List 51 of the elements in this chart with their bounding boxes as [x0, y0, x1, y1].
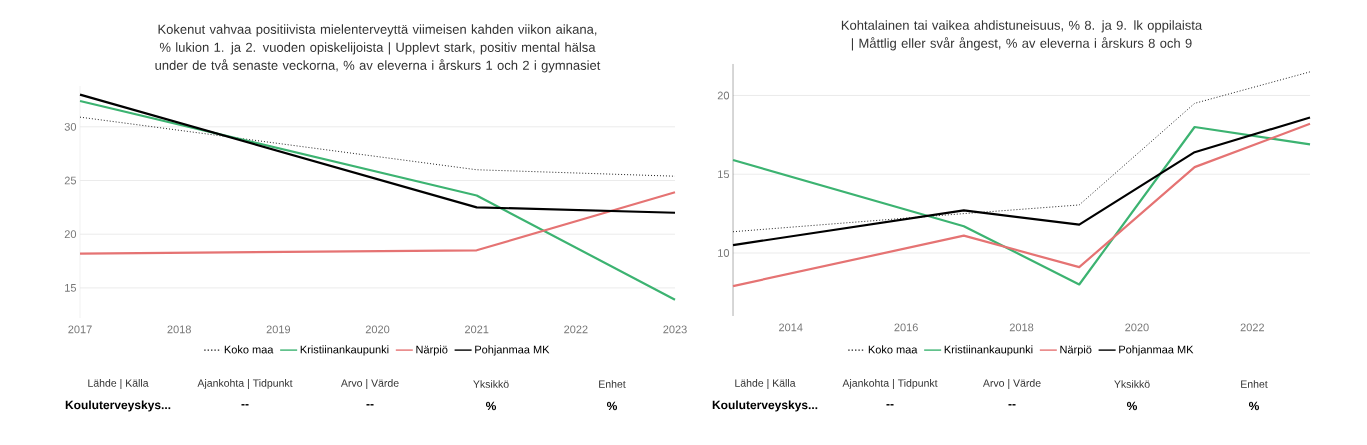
x-tick-label: 2017 [68, 325, 92, 334]
text: % [1248, 401, 1260, 411]
x-tick-label: 2020 [1125, 323, 1149, 332]
legend-label: Pohjanmaa MK [475, 345, 550, 356]
text: Arvo | Värde [982, 379, 1041, 389]
y-tick-label: 15 [718, 170, 730, 179]
y-tick-label: 30 [64, 122, 77, 131]
text: Lähde | Källa [88, 379, 149, 389]
text: Enhet [599, 380, 626, 388]
text: Enhet [1241, 380, 1268, 388]
text: -- [366, 404, 374, 406]
legend-label: Kristiinankaupunki [944, 345, 1033, 356]
y-tick-label: 10 [718, 249, 730, 257]
text: Ajankohta | Tidpunkt [197, 379, 293, 389]
line-series [731, 116, 1312, 247]
legend-label: Närpiö [1060, 345, 1092, 356]
chart-title: Kokenut vahvaa positiivista mielenterveyttä viimeisen kahden viikon aikana, % lukion 1. ja 2. vuoden opiskelijoista | Upplevt stark, positiv mental hälsa under de två senaste veckorna, % av eleverna i årskurs 1 och 2 i gymnasiet [155, 24, 601, 73]
text: -- [1008, 404, 1016, 406]
x-tick-label: 2023 [663, 325, 687, 334]
text: % [606, 401, 618, 411]
y-tick-label: 15 [65, 284, 77, 292]
text: -- [241, 404, 249, 406]
text: Arvo | Värde [340, 379, 399, 389]
text: % [1126, 401, 1138, 411]
x-tick-label: 2020 [365, 325, 390, 334]
text: Lähde | Källa [735, 379, 796, 389]
x-tick-label: 2016 [894, 323, 918, 332]
text: Kouluterveyskys... [712, 400, 818, 412]
x-tick-label: 2021 [464, 325, 489, 334]
text: -- [886, 404, 894, 406]
y-tick-label: 20 [64, 230, 77, 239]
text: Ajankohta | Tidpunkt [842, 379, 938, 389]
x-tick-label: 2022 [564, 325, 588, 334]
y-tick-label: 20 [717, 91, 730, 100]
x-tick-label: 2014 [779, 323, 803, 332]
line-series [732, 71, 1311, 233]
legend-label: Koko maa [224, 345, 274, 354]
x-tick-label: 2018 [167, 325, 191, 334]
y-tick-label: 25 [64, 176, 77, 185]
legend-label: Pohjanmaa MK [1119, 345, 1194, 356]
legend-label: Koko maa [868, 345, 918, 354]
text: Yksikkö [473, 380, 509, 388]
text: Kouluterveyskys... [65, 400, 171, 412]
x-tick-label: 2019 [266, 325, 291, 334]
legend-label: Närpiö [416, 345, 448, 356]
x-tick-label: 2018 [1009, 323, 1034, 332]
x-tick-label: 2022 [1240, 323, 1264, 332]
legend-label: Kristiinankaupunki [300, 345, 389, 356]
text: Yksikkö [1114, 380, 1150, 388]
chart-title: Kohtalainen tai vaikea ahdistuneisuus, % 8. ja 9. lk oppilaista | Måttlig eller svår ångest, % av eleverna i årskurs 8 och 9 [841, 20, 1203, 51]
text: % [485, 401, 497, 411]
